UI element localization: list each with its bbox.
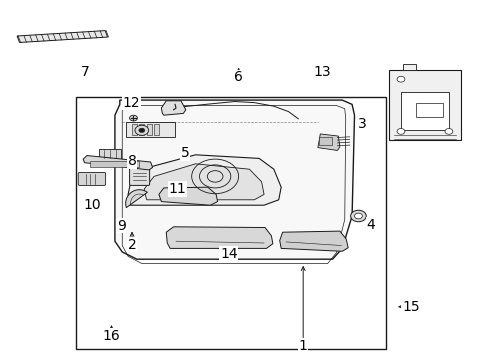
Polygon shape (125, 190, 147, 208)
Text: 7: 7 (81, 65, 90, 79)
Text: 4: 4 (366, 218, 374, 232)
Text: 9: 9 (117, 219, 125, 233)
Polygon shape (128, 155, 281, 205)
Text: 10: 10 (83, 198, 101, 212)
Polygon shape (17, 31, 107, 42)
Circle shape (350, 210, 366, 222)
Text: 13: 13 (313, 65, 331, 79)
FancyBboxPatch shape (129, 167, 149, 185)
Text: 1: 1 (298, 339, 307, 352)
Text: 12: 12 (122, 96, 140, 109)
Text: 6: 6 (234, 71, 243, 84)
Bar (132, 124, 137, 135)
Text: 14: 14 (220, 247, 237, 261)
Bar (90, 161, 139, 167)
Bar (126, 122, 175, 137)
Circle shape (444, 129, 452, 134)
Polygon shape (83, 156, 152, 170)
Text: 2: 2 (127, 238, 136, 252)
Text: 8: 8 (127, 154, 136, 168)
Polygon shape (317, 134, 339, 150)
FancyBboxPatch shape (78, 172, 105, 185)
Circle shape (396, 129, 404, 134)
Bar (146, 124, 151, 135)
Polygon shape (144, 164, 264, 200)
Bar (403, 64, 415, 70)
Polygon shape (161, 101, 185, 115)
Circle shape (139, 128, 144, 132)
Bar (415, 103, 442, 117)
FancyBboxPatch shape (388, 70, 460, 140)
Polygon shape (279, 231, 347, 251)
Bar (139, 124, 144, 135)
Circle shape (354, 213, 362, 219)
Polygon shape (115, 100, 354, 259)
Bar (76, 97, 386, 349)
Bar (319, 137, 331, 145)
Bar (400, 92, 448, 130)
Circle shape (135, 125, 148, 135)
Bar (154, 124, 159, 135)
Circle shape (129, 115, 137, 121)
Text: 5: 5 (180, 146, 189, 160)
Text: 15: 15 (401, 300, 419, 314)
Polygon shape (159, 187, 217, 205)
FancyBboxPatch shape (99, 149, 121, 159)
Text: 3: 3 (357, 117, 366, 131)
Text: 16: 16 (102, 329, 120, 342)
Circle shape (396, 76, 404, 82)
Polygon shape (166, 227, 272, 248)
Text: 11: 11 (168, 182, 186, 196)
